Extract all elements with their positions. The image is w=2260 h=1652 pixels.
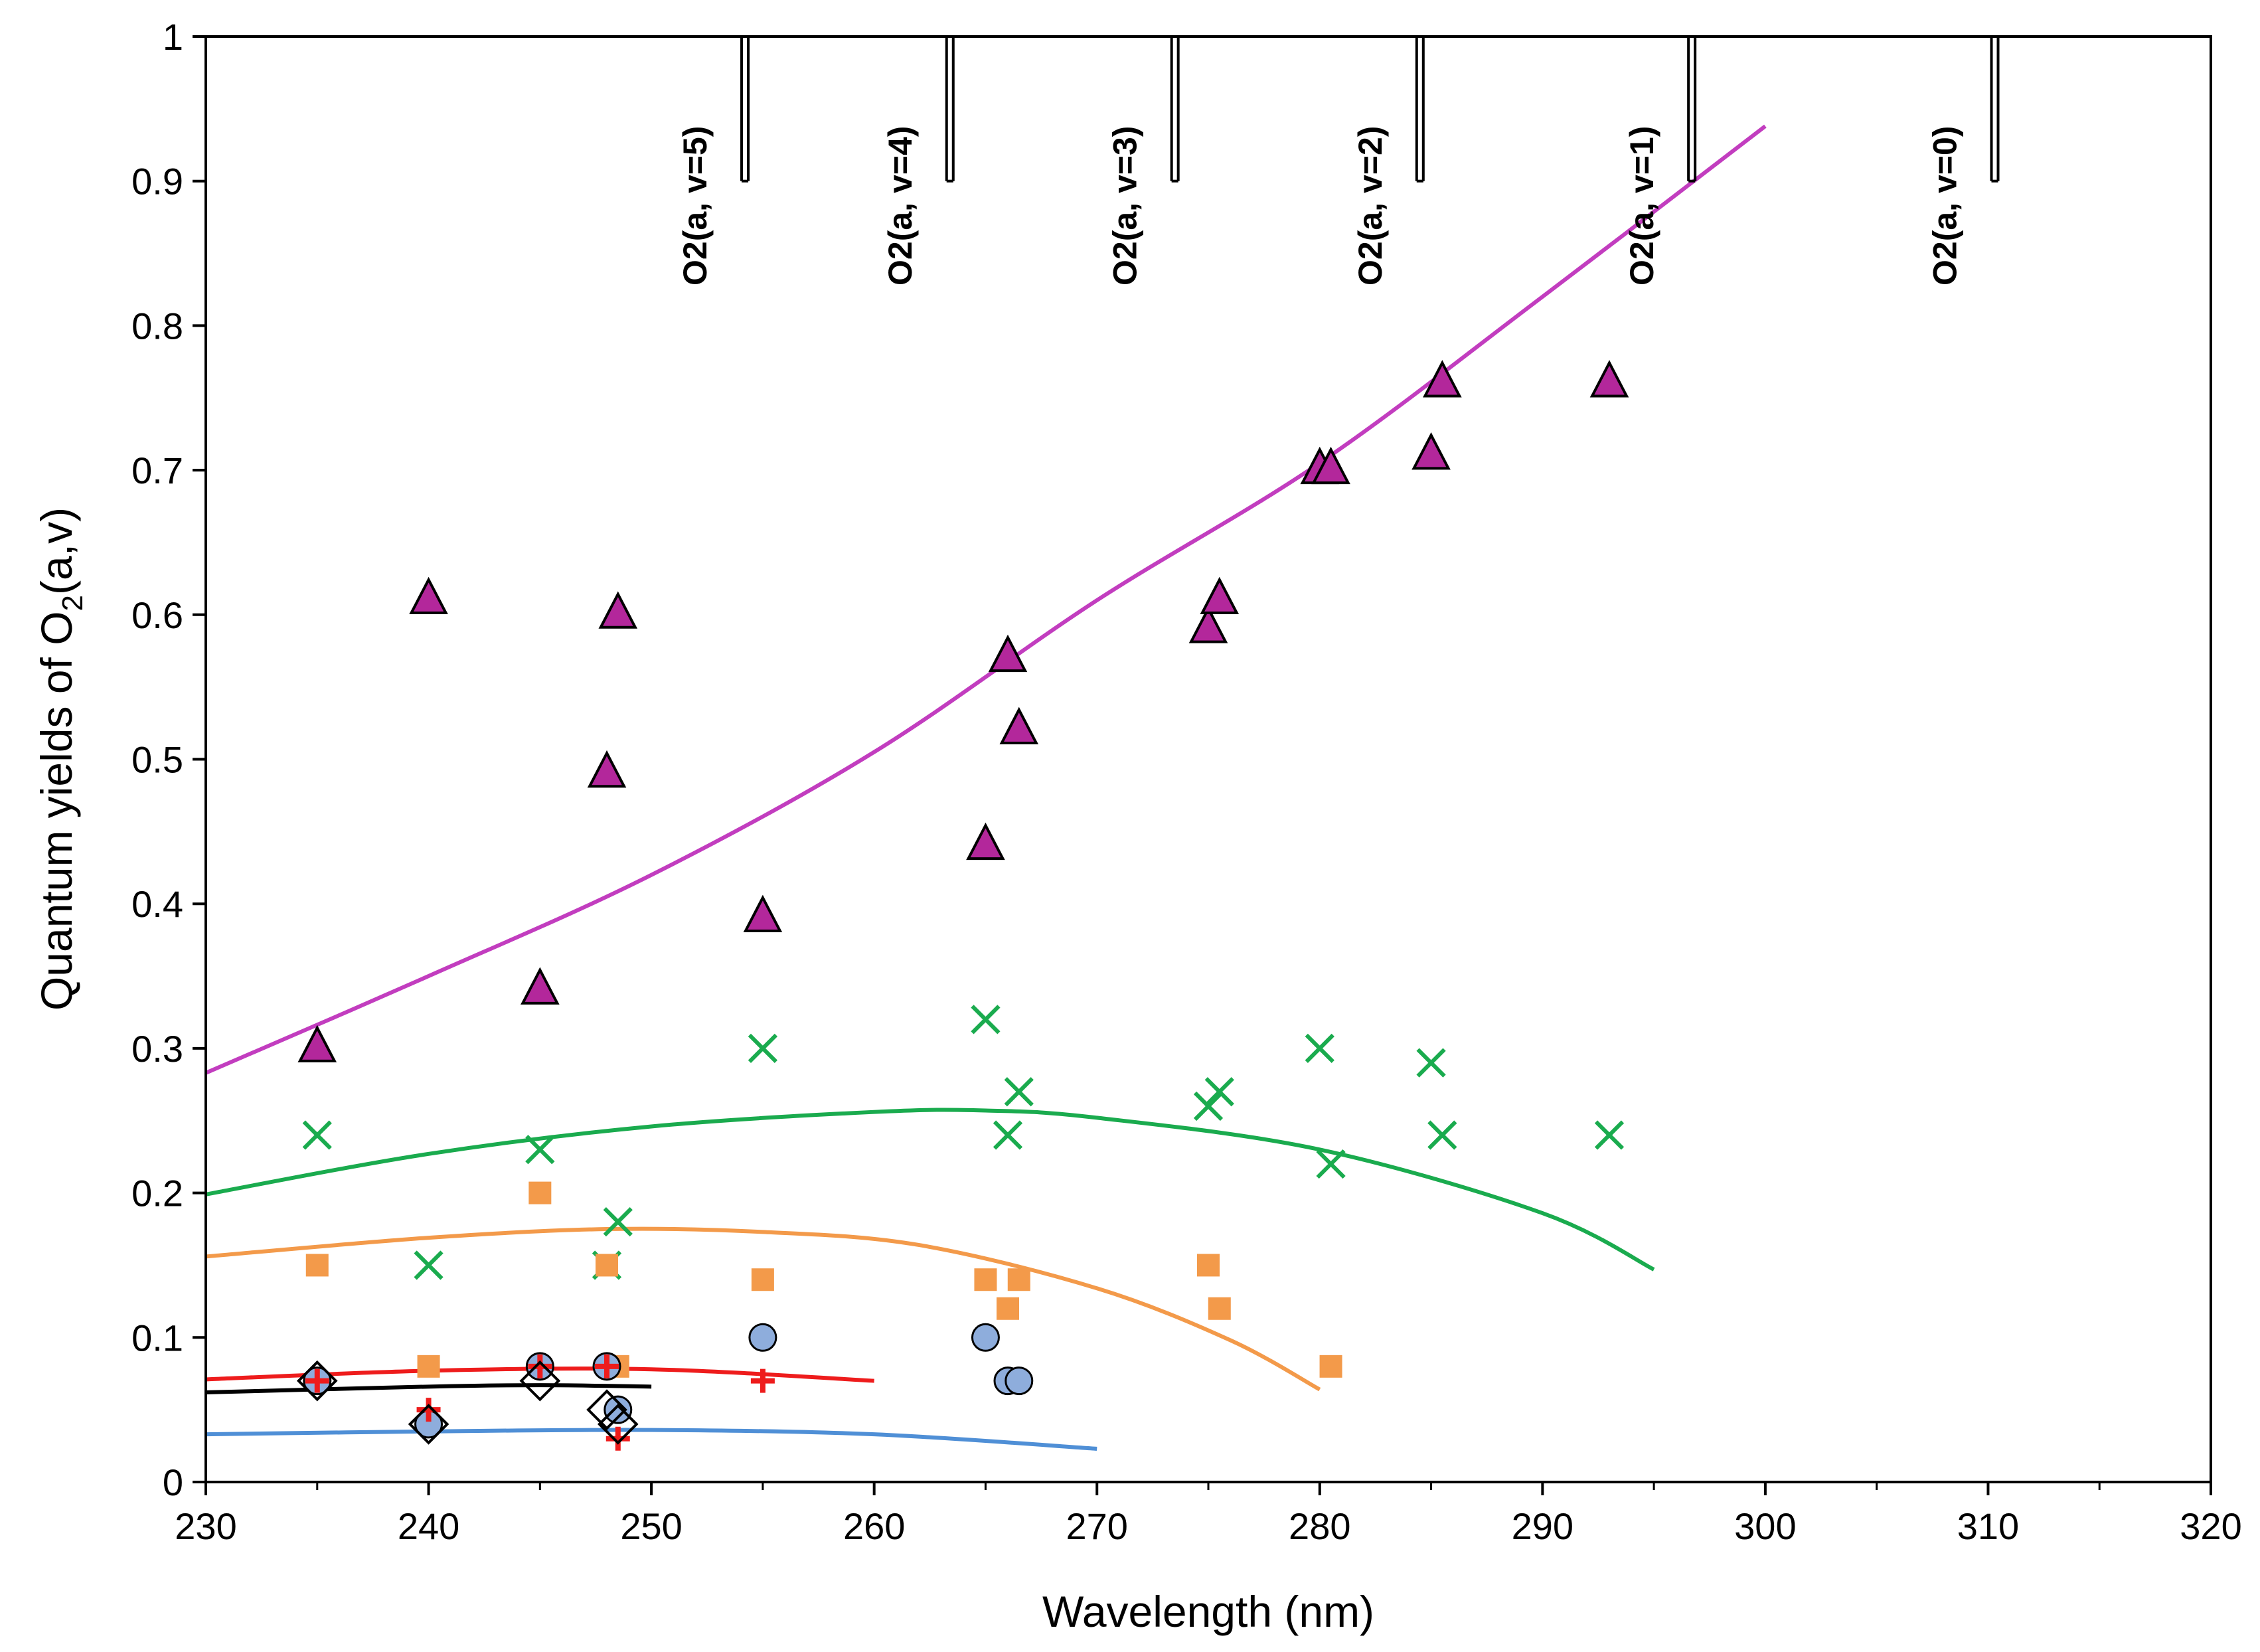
fit-curve (205, 1383, 652, 1395)
marker-square (1007, 1268, 1030, 1291)
y-tick-label: 0.3 (131, 1028, 183, 1070)
x-tick-label: 250 (620, 1505, 682, 1547)
marker-triangle (1423, 360, 1462, 398)
marker-triangle (1188, 606, 1228, 643)
marker-x (525, 1135, 555, 1165)
marker-x (993, 1120, 1023, 1150)
marker-triangle (409, 576, 448, 615)
x-tick-label: 320 (2180, 1505, 2241, 1547)
marker-square (417, 1355, 440, 1378)
marker-diamond (597, 1404, 639, 1445)
marker-diamond (408, 1404, 449, 1445)
fit-curve (205, 1108, 1655, 1272)
x-tick-label: 270 (1066, 1505, 1128, 1547)
x-tick-label: 260 (843, 1505, 905, 1547)
marker-plus (605, 1426, 630, 1451)
y-tick-label: 0.6 (131, 594, 183, 636)
marker-x (1305, 1033, 1334, 1064)
threshold-label: O2(a, v=4) (882, 126, 919, 286)
marker-triangle (1311, 446, 1350, 485)
marker-x (1004, 1077, 1034, 1107)
marker-x (1316, 1149, 1346, 1179)
marker-triangle (999, 706, 1039, 744)
marker-triangle (521, 967, 560, 1005)
marker-plus (528, 1354, 552, 1378)
marker-x (603, 1207, 633, 1237)
marker-square (1197, 1254, 1220, 1277)
marker-x (302, 1120, 332, 1150)
y-tick-label: 0.4 (131, 883, 183, 925)
marker-plus (416, 1398, 441, 1422)
marker-diamond (519, 1360, 561, 1402)
marker-square (997, 1297, 1019, 1320)
x-tick-label: 240 (398, 1505, 459, 1547)
y-tick-label: 1 (163, 16, 183, 58)
threshold-markers: O2(a, v=5) O2(a, v=4) O2(a, v=3) O2(a, v=2)… (677, 37, 2000, 286)
x-tick-label: 280 (1289, 1505, 1350, 1547)
marker-circle (748, 1323, 777, 1352)
marker-diamond (586, 1389, 627, 1430)
marker-triangle (598, 591, 638, 629)
marker-plus (595, 1354, 619, 1378)
marker-diamond (296, 1360, 338, 1402)
x-axis: 230 240 250 260 270 280 290 300 310 320 (175, 1482, 2242, 1547)
marker-square (1319, 1355, 1342, 1378)
marker-triangle (988, 634, 1028, 673)
marker-x (1427, 1120, 1457, 1150)
marker-x (1193, 1091, 1224, 1121)
marker-triangle (1589, 360, 1629, 398)
marker-triangle (1200, 576, 1240, 615)
marker-circle (604, 1395, 633, 1424)
marker-plus (305, 1368, 329, 1393)
marker-x (1594, 1120, 1625, 1150)
data-points (296, 360, 1629, 1451)
fit-curve (205, 1428, 1097, 1451)
x-tick-label: 300 (1734, 1505, 1796, 1547)
y-tick-label: 0 (163, 1461, 183, 1503)
marker-triangle (1412, 432, 1451, 470)
marker-square (528, 1181, 552, 1204)
marker-x (1416, 1048, 1446, 1078)
marker-triangle (587, 750, 627, 788)
x-tick-label: 290 (1512, 1505, 1574, 1547)
marker-x (971, 1005, 1001, 1034)
marker-circle (1005, 1366, 1034, 1396)
y-tick-label: 0.1 (131, 1317, 183, 1359)
threshold-label: O2(a, v=0) (1927, 126, 1964, 286)
marker-square (305, 1254, 329, 1277)
marker-square (751, 1268, 774, 1291)
marker-x (414, 1250, 444, 1280)
x-tick-label: 310 (1957, 1505, 2019, 1547)
marker-square (974, 1268, 997, 1291)
marker-plus (750, 1368, 775, 1393)
marker-circle (971, 1323, 1000, 1352)
threshold-label: O2(a, v=3) (1107, 126, 1144, 286)
marker-square (596, 1254, 618, 1277)
marker-square (1208, 1297, 1231, 1320)
y-tick-label: 0.8 (131, 305, 183, 347)
y-tick-label: 0.7 (131, 450, 183, 491)
threshold-label: O2(a, v=2) (1352, 126, 1389, 286)
y-tick-label: 0.9 (131, 161, 183, 203)
y-axis: 0 0.1 0.2 0.3 0.4 0.5 0.6 0.7 0.8 0.9 1 (131, 16, 206, 1503)
y-tick-label: 0.5 (131, 739, 183, 781)
y-tick-label: 0.2 (131, 1173, 183, 1214)
x-axis-title: Wavelength (nm) (1042, 1587, 1374, 1636)
fit-curves (204, 124, 1767, 1451)
marker-triangle (297, 1025, 337, 1062)
marker-triangle (966, 822, 1005, 861)
marker-x (1204, 1077, 1234, 1107)
marker-x (748, 1033, 778, 1064)
threshold-label: O2(a, v=5) (677, 126, 714, 286)
fit-curve (205, 1226, 1321, 1392)
threshold-label: O2(a, v=1) (1623, 126, 1660, 286)
marker-triangle (743, 894, 783, 932)
y-axis-title: Quantum yields of O2(a,v) (32, 507, 89, 1011)
x-tick-label: 230 (175, 1505, 236, 1547)
